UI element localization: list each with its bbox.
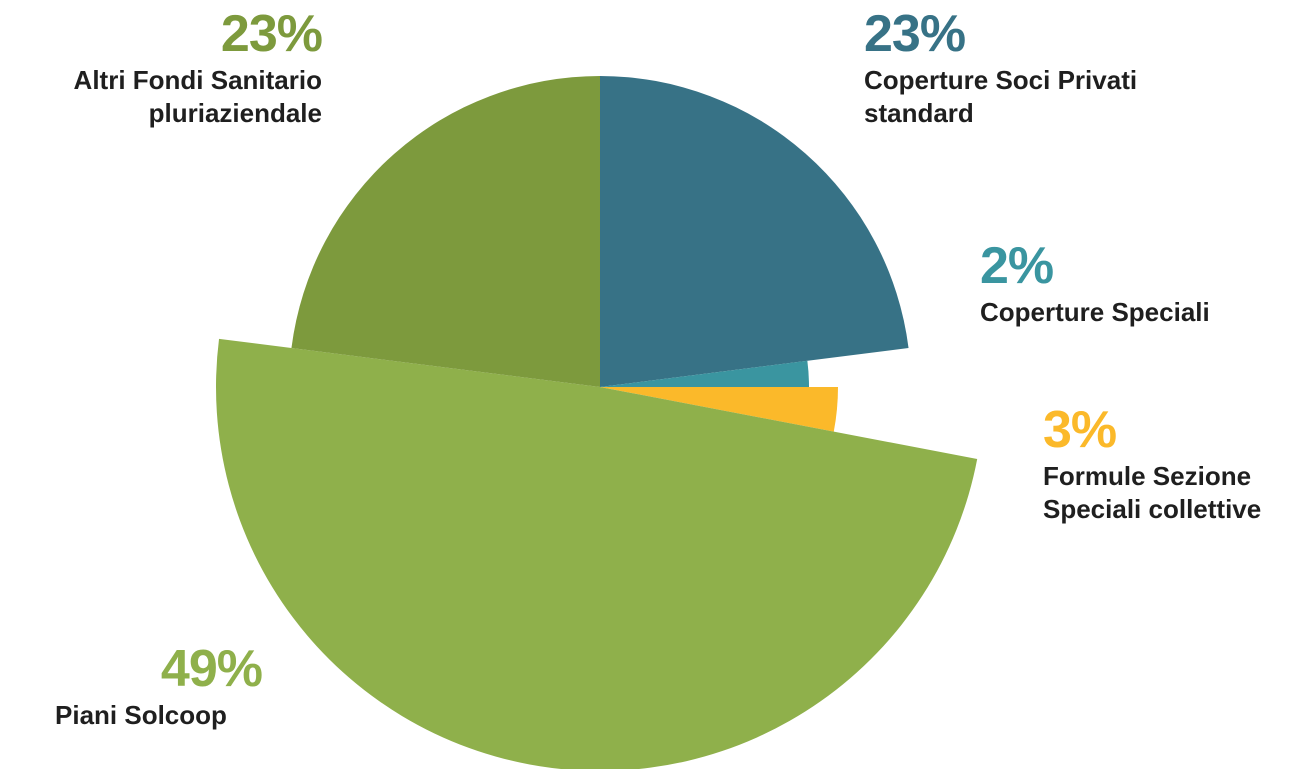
pie-slice-coperture-soci-privati bbox=[600, 76, 909, 387]
pie-slice-coperture-speciali bbox=[600, 360, 809, 387]
label-coperture-soci-privati: 23% Coperture Soci Privati standard bbox=[864, 8, 1137, 130]
percent-altri-fondi: 23% bbox=[220, 5, 323, 63]
label-altri-fondi: 23% Altri Fondi Sanitario pluriaziendale bbox=[10, 5, 323, 130]
name-formule-sezione-speciali: Formule Sezione Speciali collettive bbox=[1043, 460, 1261, 526]
label-formule-sezione-speciali: 3% Formule Sezione Speciali collettive bbox=[1043, 404, 1261, 526]
name-line1: Formule Sezione bbox=[1043, 461, 1252, 491]
pie-slice-piani-solcoop bbox=[216, 338, 978, 769]
label-piani-solcoop: 49% Piani Solcoop bbox=[55, 640, 263, 732]
name-line2: pluriaziendale bbox=[148, 98, 322, 128]
pie-slice-altri-fondi bbox=[291, 76, 600, 387]
percent-piani-solcoop: 49% bbox=[160, 640, 263, 698]
name-piani-solcoop: Piani Solcoop bbox=[55, 700, 227, 730]
name-coperture-soci-privati: Coperture Soci Privati standard bbox=[864, 64, 1137, 130]
percent-coperture-soci-privati: 23% bbox=[864, 5, 966, 63]
name-coperture-speciali: Coperture Speciali bbox=[980, 297, 1210, 327]
percent-formule-sezione-speciali: 3% bbox=[1043, 401, 1117, 459]
name-line2: standard bbox=[864, 98, 974, 128]
name-line1: Coperture Soci Privati bbox=[864, 65, 1138, 95]
percent-coperture-speciali: 2% bbox=[980, 237, 1054, 295]
name-line2: Speciali collettive bbox=[1043, 494, 1262, 524]
pie-slice-formule-sezione-speciali bbox=[600, 387, 838, 432]
name-altri-fondi: Altri Fondi Sanitario pluriaziendale bbox=[10, 64, 322, 130]
label-coperture-speciali: 2% Coperture Speciali bbox=[980, 240, 1210, 329]
name-line1: Altri Fondi Sanitario bbox=[73, 65, 322, 95]
